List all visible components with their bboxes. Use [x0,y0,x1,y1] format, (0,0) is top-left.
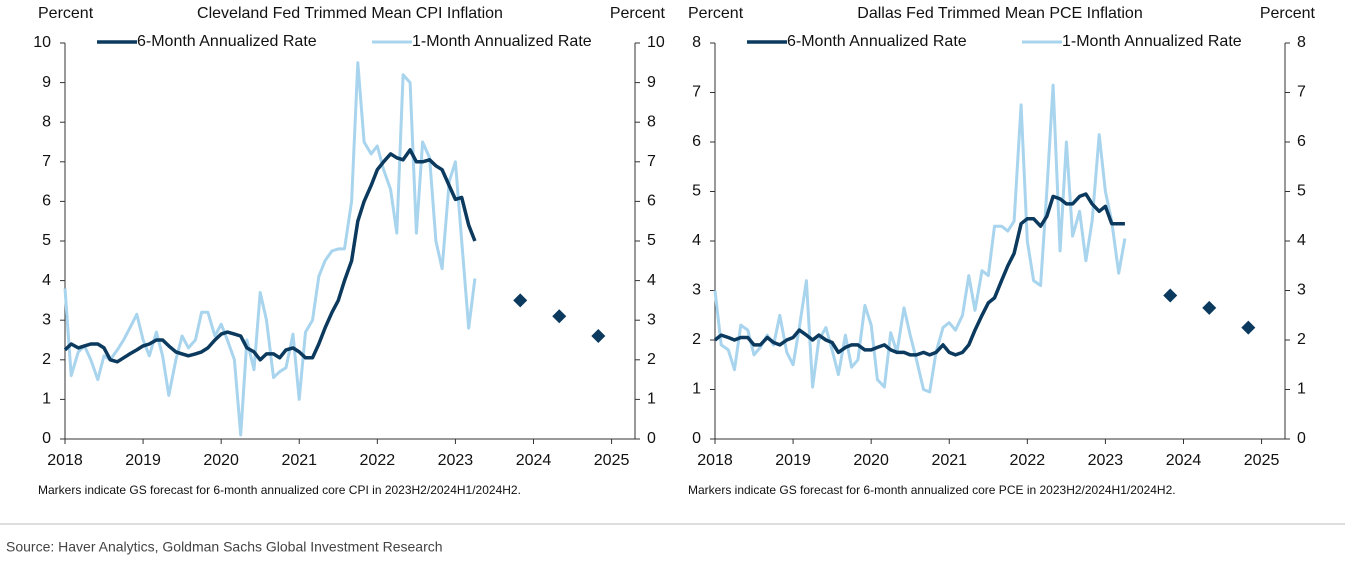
x-tick-label: 2023 [438,452,474,469]
y-tick-label: 2 [42,351,51,368]
x-tick-label: 2019 [775,452,811,469]
x-tick-label: 2019 [125,452,161,469]
note: Markers indicate GS forecast for 6-month… [688,483,1176,497]
y-tick-label: 3 [42,311,51,328]
legend-label: 6-Month Annualized Rate [137,33,317,50]
line [713,83,1127,394]
title: Dallas Fed Trimmed Mean PCE Inflation [857,5,1142,22]
y-tick-label: 1 [692,381,701,398]
y2-tick-label: 2 [647,351,656,368]
forecast-marker [552,309,567,324]
forecast-marker [1163,288,1178,303]
x-tick-label: 2018 [697,452,733,469]
y2-tick-label: 3 [1297,282,1306,299]
x-tick-label: 2024 [1166,452,1202,469]
x-tick-label: 2018 [47,452,83,469]
line [713,192,1125,357]
x-tick-label: 2025 [594,452,630,469]
x-tick-label: 2022 [360,452,396,469]
y-tick-label: 6 [692,133,701,150]
y-tick-label: 0 [42,430,51,447]
title: Cleveland Fed Trimmed Mean CPI Inflation [197,5,503,22]
x-tick-label: 2021 [281,452,317,469]
y2-tick-label: 1 [647,391,656,408]
forecast-marker [1241,320,1256,335]
y-tick-label: 8 [692,34,701,51]
y-tick-label: 10 [33,34,51,51]
forecast-marker [1202,300,1217,315]
line [63,61,477,437]
y-tick-label: 6 [42,193,51,210]
line [63,148,477,364]
y2-tick-label: 4 [1297,232,1306,249]
legend-label: 6-Month Annualized Rate [787,33,967,50]
forecast-marker [591,329,606,344]
y-tick-label: 7 [42,153,51,170]
legend-label: 1-Month Annualized Rate [1062,33,1242,50]
y2-tick-label: 0 [1297,430,1306,447]
x-tick-label: 2021 [931,452,967,469]
y2-tick-label: 3 [647,311,656,328]
y-tick-label: 1 [42,391,51,408]
y2-tick-label: 7 [1297,84,1306,101]
x-tick-label: 2025 [1244,452,1280,469]
y2-tick-label: 10 [647,34,665,51]
y-tick-label: 4 [42,272,51,289]
source: Source: Haver Analytics, Goldman Sachs G… [6,539,443,555]
y2-tick-label: 5 [1297,183,1306,200]
y2-axis-label: Percent [610,5,666,22]
y-tick-label: 3 [692,282,701,299]
legend-label: 1-Month Annualized Rate [412,33,592,50]
y-tick-label: 7 [692,84,701,101]
y2-tick-label: 4 [647,272,656,289]
forecast-marker [513,293,528,308]
y2-tick-label: 9 [647,74,656,91]
y-tick-label: 4 [692,232,701,249]
y-axis-label: Percent [38,5,94,22]
y-tick-label: 8 [42,113,51,130]
x-tick-label: 2023 [1088,452,1124,469]
y2-tick-label: 7 [647,153,656,170]
y-tick-label: 2 [692,331,701,348]
y-tick-label: 5 [42,232,51,249]
note: Markers indicate GS forecast for 6-month… [38,483,521,497]
y-tick-label: 9 [42,74,51,91]
y2-tick-label: 6 [1297,133,1306,150]
y2-tick-label: 5 [647,232,656,249]
y2-tick-label: 8 [647,113,656,130]
y2-tick-label: 0 [647,430,656,447]
x-tick-label: 2022 [1010,452,1046,469]
y2-tick-label: 6 [647,193,656,210]
y-tick-label: 5 [692,183,701,200]
y-axis-label: Percent [688,5,744,22]
y2-tick-label: 1 [1297,381,1306,398]
x-tick-label: 2020 [203,452,239,469]
x-tick-label: 2024 [516,452,552,469]
y2-tick-label: 2 [1297,331,1306,348]
y2-tick-label: 8 [1297,34,1306,51]
x-tick-label: 2020 [853,452,889,469]
y-tick-label: 0 [692,430,701,447]
y2-axis-label: Percent [1260,5,1316,22]
